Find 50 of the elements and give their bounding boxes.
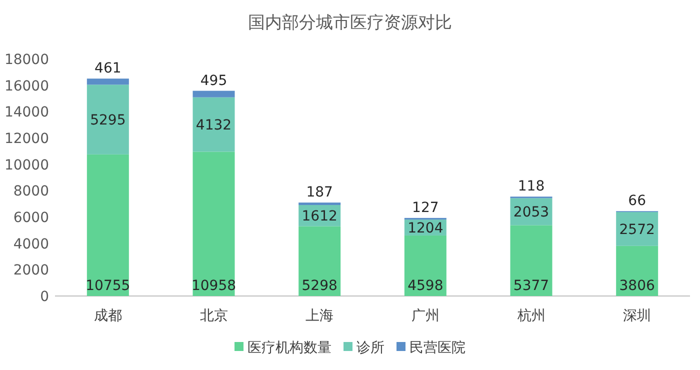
bar <box>616 212 658 246</box>
y-tick-label: 12000 <box>4 131 49 147</box>
bar <box>86 84 129 154</box>
y-tick-label: 2000 <box>13 262 49 279</box>
data-label: 2053 <box>513 204 550 221</box>
data-label: 5298 <box>302 278 338 294</box>
y-tick-label: 8000 <box>13 184 49 200</box>
legend-label: 民营医院 <box>410 340 466 356</box>
y-tick-label: 14000 <box>4 104 49 121</box>
data-label: 1204 <box>408 220 444 237</box>
y-tick-label: 16000 <box>4 78 49 94</box>
y-tick-label: 6000 <box>13 210 49 226</box>
data-label: 118 <box>518 178 545 195</box>
data-label: 10958 <box>191 278 236 294</box>
legend-label: 诊所 <box>356 340 384 356</box>
bar <box>616 246 658 296</box>
data-label: 3806 <box>619 278 655 294</box>
data-label: 2572 <box>619 222 655 238</box>
bar <box>192 97 235 152</box>
y-tick-label: 18000 <box>4 52 49 68</box>
x-tick-label: 成都 <box>94 308 122 324</box>
bar <box>404 235 446 296</box>
data-label: 495 <box>200 72 228 89</box>
data-label: 461 <box>94 60 122 77</box>
bar <box>298 202 341 206</box>
x-tick-label: 广州 <box>411 308 440 324</box>
data-label: 5295 <box>90 112 126 129</box>
x-tick-label: 北京 <box>200 308 228 324</box>
x-tick-label: 杭州 <box>516 308 546 324</box>
bar <box>192 90 235 98</box>
bar <box>510 225 552 296</box>
data-label: 5377 <box>513 278 550 294</box>
bar <box>298 226 341 296</box>
data-label: 1612 <box>302 208 338 225</box>
y-tick-label: 10000 <box>4 157 49 174</box>
bar <box>192 152 235 296</box>
bar <box>86 154 129 296</box>
y-tick-label: 0 <box>40 289 49 305</box>
data-label: 10755 <box>86 278 130 294</box>
data-label: 4598 <box>408 278 444 294</box>
legend-label: 医疗机构数量 <box>248 340 332 356</box>
data-label: 187 <box>306 184 333 201</box>
data-label: 127 <box>412 200 439 216</box>
y-tick-label: 4000 <box>13 236 49 252</box>
data-label: 66 <box>628 193 646 210</box>
bar <box>86 78 129 85</box>
x-tick-label: 上海 <box>306 308 334 324</box>
x-tick-label: 深圳 <box>623 308 652 324</box>
chart-title: 国内部分城市医疗资源对比 <box>248 13 452 33</box>
data-label: 4132 <box>196 118 232 134</box>
